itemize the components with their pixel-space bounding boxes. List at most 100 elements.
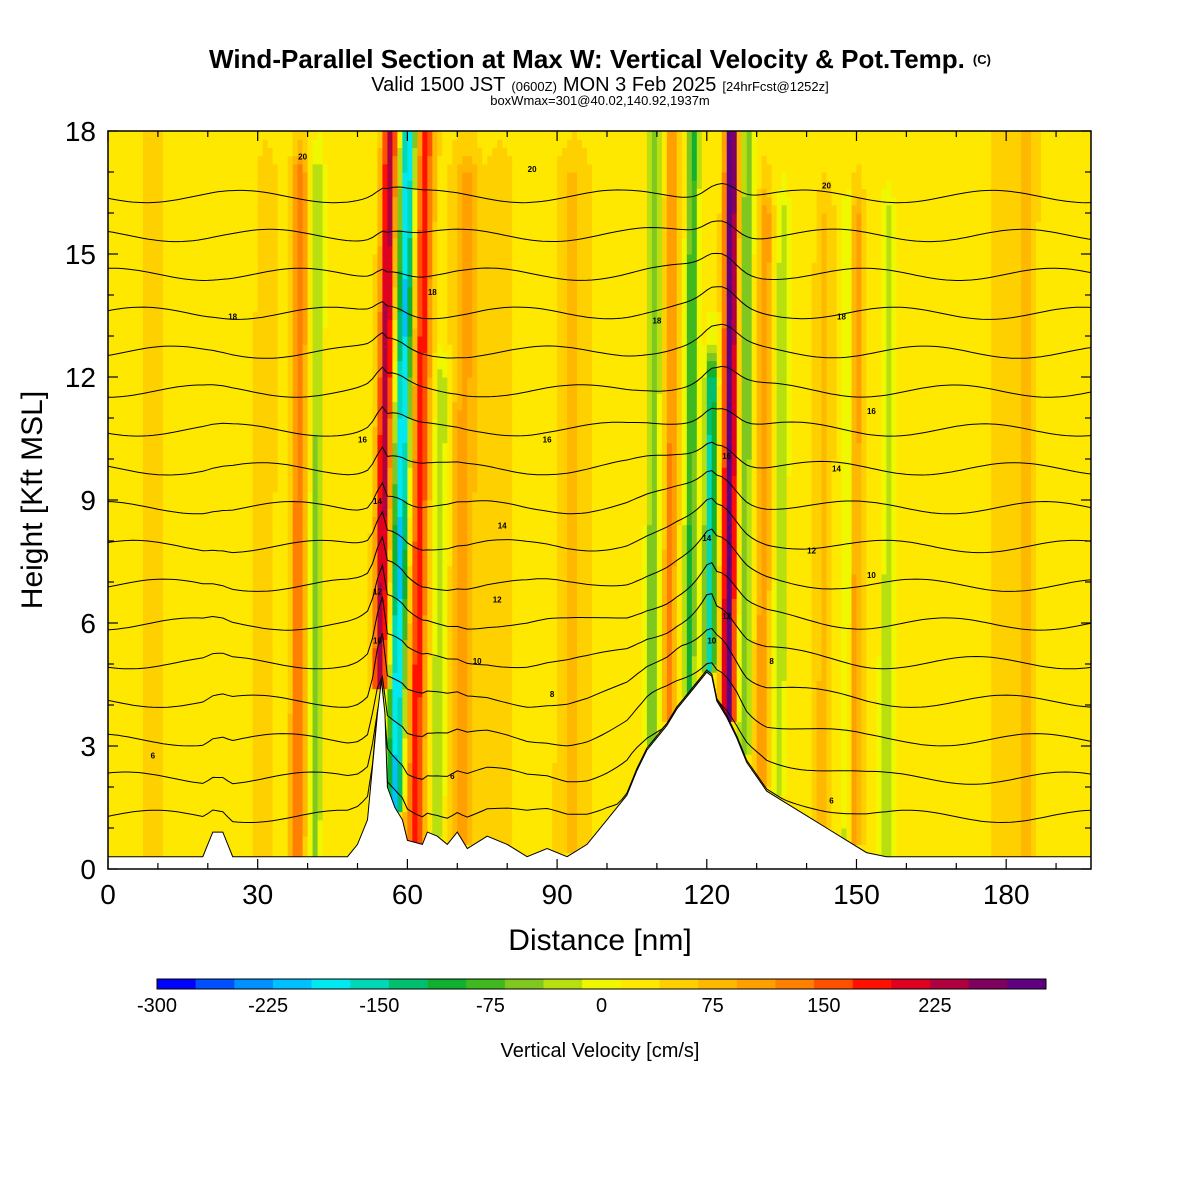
velocity-cell <box>152 311 159 321</box>
velocity-cell <box>182 787 189 796</box>
velocity-cell <box>167 344 174 353</box>
velocity-cell <box>322 770 329 780</box>
velocity-cell <box>197 746 204 755</box>
velocity-cell <box>108 344 114 353</box>
velocity-cell <box>132 598 139 608</box>
velocity-cell <box>177 254 184 263</box>
velocity-cell <box>167 426 174 435</box>
velocity-cell <box>292 245 299 255</box>
velocity-cell <box>287 836 294 845</box>
velocity-cell <box>367 213 374 222</box>
velocity-cell <box>117 483 124 493</box>
velocity-cell <box>307 754 314 763</box>
velocity-cell <box>237 188 244 198</box>
velocity-cell <box>197 393 204 403</box>
velocity-cell <box>357 311 364 321</box>
velocity-cell <box>172 770 179 780</box>
velocity-cell <box>207 803 214 813</box>
velocity-cell <box>237 664 244 673</box>
velocity-cell <box>182 327 189 337</box>
velocity-cell <box>302 418 309 427</box>
velocity-cell <box>342 319 349 329</box>
velocity-cell <box>307 172 314 181</box>
velocity-cell <box>372 221 379 230</box>
velocity-cell <box>112 139 119 148</box>
velocity-cell <box>322 344 329 353</box>
velocity-cell <box>307 737 314 747</box>
velocity-cell <box>322 778 329 788</box>
velocity-cell <box>317 139 324 148</box>
velocity-cell <box>297 623 304 632</box>
velocity-cell <box>257 204 264 214</box>
velocity-cell <box>207 311 214 321</box>
velocity-cell <box>117 163 124 173</box>
velocity-cell <box>257 631 264 640</box>
velocity-cell <box>182 180 189 189</box>
velocity-cell <box>192 286 199 296</box>
velocity-cell <box>267 131 274 140</box>
velocity-cell <box>147 836 154 845</box>
velocity-cell <box>142 844 149 854</box>
velocity-cell <box>162 401 169 411</box>
velocity-cell <box>282 655 289 665</box>
velocity-cell <box>217 787 224 796</box>
velocity-cell <box>367 418 374 427</box>
velocity-cell <box>362 163 369 173</box>
velocity-cell <box>122 434 129 444</box>
velocity-cell <box>212 573 219 583</box>
velocity-cell <box>167 590 174 599</box>
velocity-cell <box>337 664 344 673</box>
velocity-cell <box>237 631 244 640</box>
velocity-cell <box>257 278 264 288</box>
velocity-cell <box>147 721 154 731</box>
velocity-cell <box>312 705 319 714</box>
velocity-cell <box>227 623 234 632</box>
velocity-cell <box>267 557 274 567</box>
velocity-cell <box>332 352 339 362</box>
velocity-cell <box>192 295 199 304</box>
velocity-cell <box>292 155 299 165</box>
velocity-cell <box>322 672 329 681</box>
velocity-cell <box>202 188 209 198</box>
velocity-cell <box>297 131 304 140</box>
velocity-cell <box>212 639 219 649</box>
velocity-cell <box>242 729 249 739</box>
velocity-cell <box>332 672 339 681</box>
velocity-cell <box>297 475 304 485</box>
velocity-cell <box>232 196 239 206</box>
velocity-cell <box>332 262 339 271</box>
velocity-cell <box>337 590 344 599</box>
velocity-cell <box>272 319 279 329</box>
velocity-cell <box>192 467 199 476</box>
velocity-cell <box>242 844 249 854</box>
velocity-cell <box>147 680 154 690</box>
velocity-cell <box>317 459 324 468</box>
velocity-cell <box>377 319 384 329</box>
velocity-cell <box>252 541 259 550</box>
velocity-cell <box>197 606 204 616</box>
velocity-cell <box>322 262 329 271</box>
velocity-cell <box>262 713 269 722</box>
velocity-cell <box>227 582 234 591</box>
velocity-cell <box>177 278 184 288</box>
velocity-cell <box>162 245 169 255</box>
velocity-cell <box>362 221 369 230</box>
velocity-cell <box>242 213 249 222</box>
velocity-cell <box>312 836 319 845</box>
velocity-cell <box>112 754 119 763</box>
velocity-cell <box>362 549 369 558</box>
velocity-cell <box>277 828 284 837</box>
velocity-cell <box>222 696 229 706</box>
velocity-cell <box>137 688 144 698</box>
velocity-cell <box>162 844 169 854</box>
velocity-cell <box>207 639 214 649</box>
velocity-cell <box>272 147 279 157</box>
velocity-cell <box>352 729 359 739</box>
velocity-cell <box>262 303 269 312</box>
velocity-cell <box>212 172 219 181</box>
velocity-cell <box>327 180 334 189</box>
velocity-cell <box>277 286 284 296</box>
velocity-cell <box>277 237 284 247</box>
velocity-cell <box>347 828 354 837</box>
velocity-cell <box>282 680 289 690</box>
